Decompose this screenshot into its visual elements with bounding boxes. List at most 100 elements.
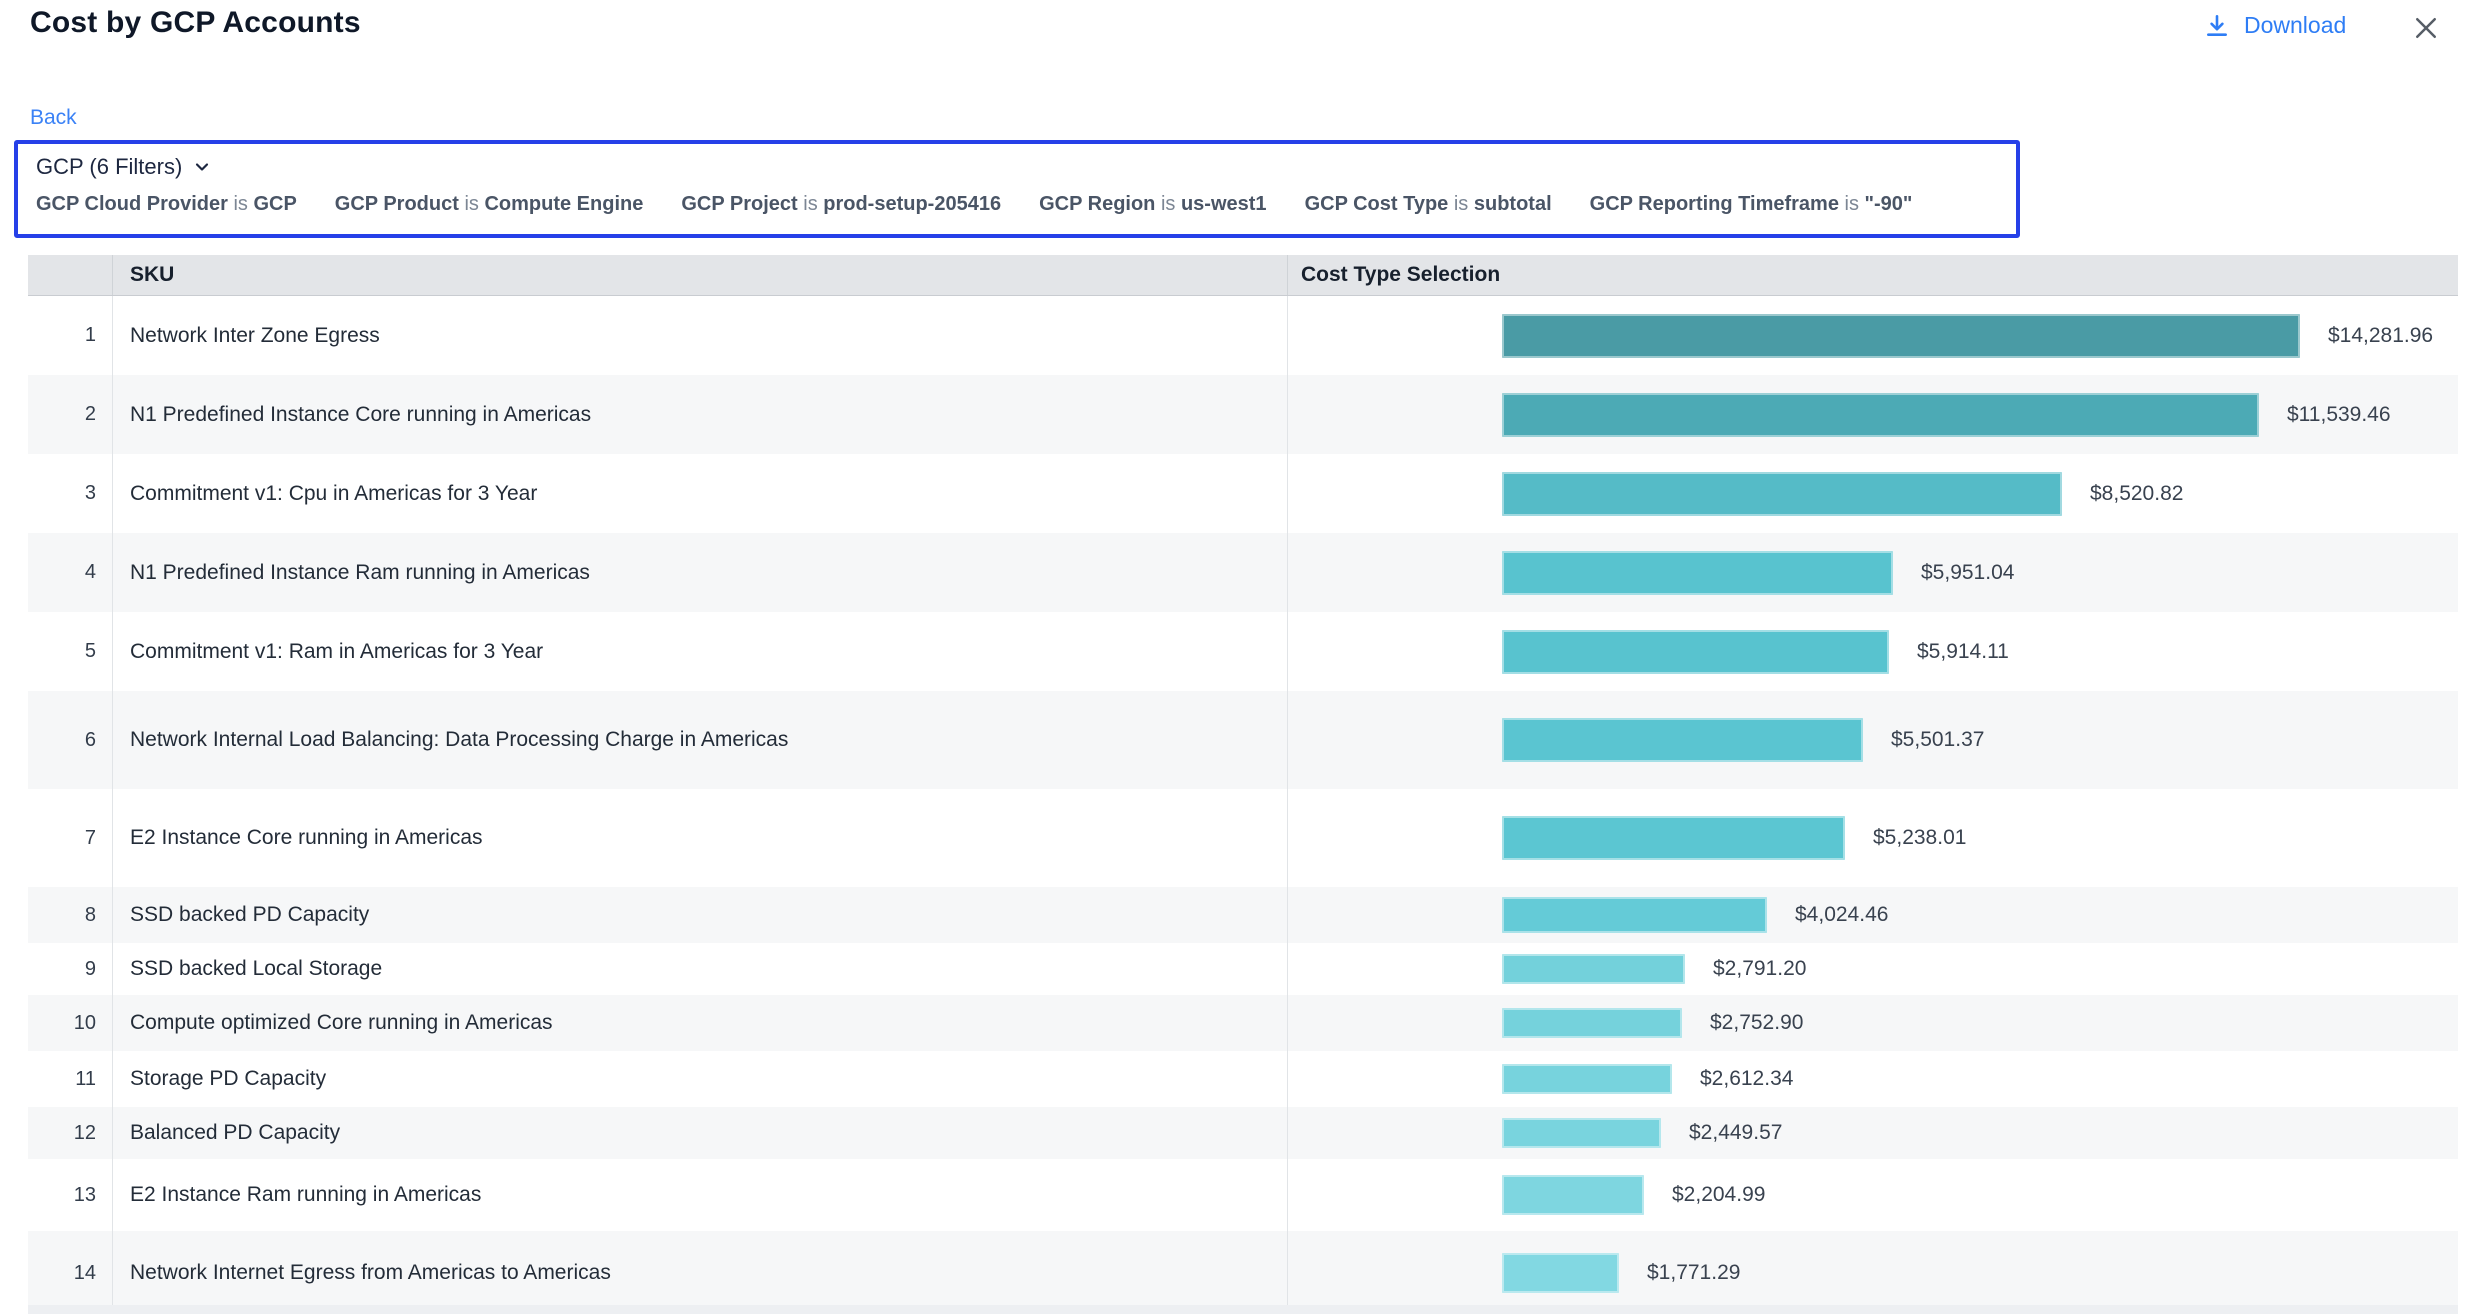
row-cost-cell: $2,791.20	[1288, 943, 2458, 995]
close-icon	[2411, 13, 2441, 43]
filter-operator: is	[797, 193, 824, 215]
table-row[interactable]: 14 Network Internet Egress from Americas…	[28, 1231, 2458, 1314]
row-rank: 7	[28, 789, 113, 887]
row-cost-cell: $5,238.01	[1288, 789, 2458, 887]
cost-table: SKU Cost Type Selection 1 Network Inter …	[28, 255, 2458, 1314]
cost-bar	[1502, 1008, 1682, 1038]
row-cost-cell: $14,281.96	[1288, 296, 2458, 375]
cost-value-label: $4,024.46	[1795, 903, 1889, 926]
row-rank: 12	[28, 1107, 113, 1159]
row-cost-cell: $5,951.04	[1288, 533, 2458, 612]
row-rank: 5	[28, 612, 113, 691]
filter-field-name: GCP Reporting Timeframe	[1589, 193, 1839, 215]
row-sku-label: Network Internet Egress from Americas to…	[113, 1231, 1288, 1314]
row-sku-label: Network Inter Zone Egress	[113, 296, 1288, 375]
table-row[interactable]: 7 E2 Instance Core running in Americas $…	[28, 789, 2458, 887]
cost-bar	[1502, 1118, 1661, 1148]
table-row[interactable]: 5 Commitment v1: Ram in Americas for 3 Y…	[28, 612, 2458, 691]
cost-bar	[1502, 313, 2300, 358]
filter-operator: is	[1838, 193, 1865, 215]
row-rank: 2	[28, 375, 113, 454]
table-row[interactable]: 9 SSD backed Local Storage $2,791.20	[28, 943, 2458, 995]
back-link[interactable]: Back	[30, 106, 77, 129]
close-button[interactable]	[2406, 8, 2446, 48]
table-row[interactable]: 10 Compute optimized Core running in Ame…	[28, 995, 2458, 1051]
filter-value: subtotal	[1473, 193, 1552, 215]
chevron-down-icon	[192, 157, 212, 177]
cost-bar	[1502, 1175, 1644, 1215]
row-cost-cell: $5,501.37	[1288, 691, 2458, 789]
row-rank: 4	[28, 533, 113, 612]
table-row[interactable]: 2 N1 Predefined Instance Core running in…	[28, 375, 2458, 454]
table-row[interactable]: 1 Network Inter Zone Egress $14,281.96	[28, 296, 2458, 375]
download-button[interactable]: Download	[2204, 12, 2346, 39]
filter-value: GCP	[253, 193, 297, 215]
filter-value: Compute Engine	[484, 193, 644, 215]
table-row[interactable]: 13 E2 Instance Ram running in Americas $…	[28, 1159, 2458, 1231]
cost-bar	[1502, 550, 1893, 595]
row-cost-cell: $2,612.34	[1288, 1051, 2458, 1107]
filter-field-name: GCP Cloud Provider	[36, 193, 228, 215]
row-sku-label: Storage PD Capacity	[113, 1051, 1288, 1107]
row-cost-cell: $4,024.46	[1288, 887, 2458, 943]
row-cost-cell: $2,204.99	[1288, 1159, 2458, 1231]
cost-value-label: $5,501.37	[1891, 728, 1985, 751]
cost-value-label: $2,449.57	[1689, 1121, 1783, 1144]
cost-bar	[1502, 897, 1767, 933]
row-rank: 13	[28, 1159, 113, 1231]
row-rank: 3	[28, 454, 113, 533]
row-sku-label: Compute optimized Core running in Americ…	[113, 995, 1288, 1051]
row-sku-label: N1 Predefined Instance Ram running in Am…	[113, 533, 1288, 612]
row-cost-cell: $11,539.46	[1288, 375, 2458, 454]
row-rank: 9	[28, 943, 113, 995]
row-sku-label: Commitment v1: Cpu in Americas for 3 Yea…	[113, 454, 1288, 533]
filter-field-name: GCP Project	[681, 193, 798, 215]
row-cost-cell: $2,752.90	[1288, 995, 2458, 1051]
row-sku-label: SSD backed Local Storage	[113, 943, 1288, 995]
row-cost-cell: $8,520.82	[1288, 454, 2458, 533]
row-cost-cell: $2,449.57	[1288, 1107, 2458, 1159]
cost-value-label: $5,238.01	[1873, 826, 1967, 849]
cost-bar	[1502, 471, 2062, 516]
table-row[interactable]: 8 SSD backed PD Capacity $4,024.46	[28, 887, 2458, 943]
cost-bar	[1502, 816, 1845, 860]
row-cost-cell: $1,771.29	[1288, 1231, 2458, 1314]
rank-column-header	[28, 255, 113, 295]
download-label: Download	[2244, 12, 2347, 38]
download-icon	[2204, 13, 2230, 39]
filter-field-name: GCP Product	[334, 193, 459, 215]
row-sku-label: Balanced PD Capacity	[113, 1107, 1288, 1159]
table-row[interactable]: 6 Network Internal Load Balancing: Data …	[28, 691, 2458, 789]
filter-condition: GCP Reporting Timeframe is "-90"	[1590, 193, 1913, 216]
table-row[interactable]: 4 N1 Predefined Instance Ram running in …	[28, 533, 2458, 612]
filter-group-dropdown[interactable]: GCP (6 Filters)	[36, 154, 212, 180]
filter-condition: GCP Region is us-west1	[1039, 193, 1266, 216]
cost-value-label: $8,520.82	[2090, 481, 2184, 505]
table-row[interactable]: 3 Commitment v1: Cpu in Americas for 3 Y…	[28, 454, 2458, 533]
table-row[interactable]: 12 Balanced PD Capacity $2,449.57	[28, 1107, 2458, 1159]
filter-group-box: GCP (6 Filters) GCP Cloud Provider is GC…	[14, 140, 2020, 238]
row-sku-label: E2 Instance Ram running in Americas	[113, 1159, 1288, 1231]
filter-condition: GCP Project is prod-setup-205416	[681, 193, 1001, 216]
filter-field-name: GCP Cost Type	[1304, 193, 1449, 215]
row-rank: 1	[28, 296, 113, 375]
table-row[interactable]: 11 Storage PD Capacity $2,612.34	[28, 1051, 2458, 1107]
cost-bar	[1502, 1064, 1672, 1094]
table-header-row: SKU Cost Type Selection	[28, 255, 2458, 296]
table-body: 1 Network Inter Zone Egress $14,281.96 2…	[28, 296, 2458, 1314]
sku-column-header: SKU	[113, 255, 1288, 295]
row-rank: 11	[28, 1051, 113, 1107]
cost-bar	[1502, 1253, 1619, 1293]
cost-value-label: $5,914.11	[1917, 639, 2009, 663]
cost-value-label: $1,771.29	[1647, 1261, 1741, 1284]
filter-value: "-90"	[1864, 193, 1913, 215]
row-cost-cell: $5,914.11	[1288, 612, 2458, 691]
cost-value-label: $14,281.96	[2328, 323, 2434, 347]
cost-bar	[1502, 392, 2259, 437]
cost-value-label: $11,539.46	[2287, 402, 2391, 426]
filter-operator: is	[458, 193, 485, 215]
cost-value-label: $2,791.20	[1713, 957, 1807, 980]
row-rank: 14	[28, 1231, 113, 1314]
filter-condition: GCP Cloud Provider is GCP	[36, 193, 297, 216]
